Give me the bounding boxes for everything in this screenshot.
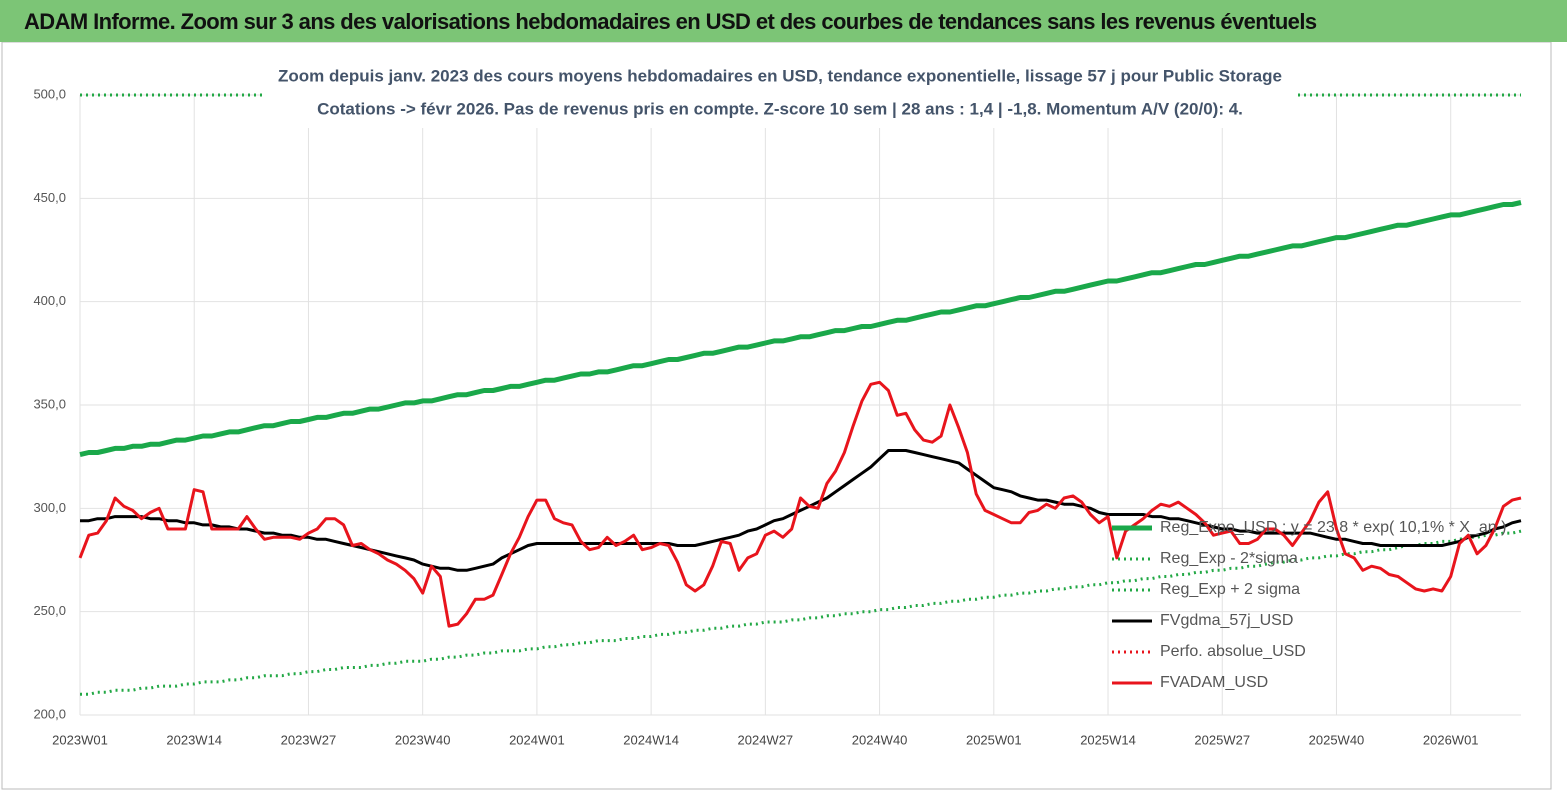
y-tick-label: 350,0 [33, 396, 66, 411]
y-tick-label: 400,0 [33, 293, 66, 308]
x-tick-label: 2024W14 [623, 732, 679, 747]
x-tick-label: 2025W01 [966, 732, 1022, 747]
title-backdrop [262, 60, 1298, 128]
chart: 200,0 250,0 300,0 350,0 400,0 450,0 500,0 2023W… [1, 42, 1552, 790]
chart-title: Zoom depuis janv. 2023 des cours moyens … [278, 66, 1282, 85]
y-tick-label: 500,0 [33, 86, 66, 101]
x-tick-label: 2025W14 [1080, 732, 1136, 747]
x-tick-label: 2026W01 [1423, 732, 1479, 747]
banner: ADAM Informe. Zoom sur 3 ans des valoris… [0, 0, 1567, 42]
chart-frame [1, 42, 1552, 790]
x-tick-label: 2023W27 [281, 732, 337, 747]
x-tick-label: 2024W01 [509, 732, 565, 747]
legend-label: Perfo. absolue_USD [1160, 643, 1306, 660]
x-tick-label: 2023W01 [52, 732, 108, 747]
series-line [78, 380, 1522, 628]
y-tick-label: 200,0 [33, 706, 66, 721]
y-tick-label: 450,0 [33, 190, 66, 205]
legend-label: FVADAM_USD [1160, 674, 1268, 691]
x-tick-label: 2023W40 [395, 732, 451, 747]
y-tick-label: 250,0 [33, 603, 66, 618]
chart-subtitle: Cotations -> févr 2026. Pas de revenus p… [317, 99, 1243, 118]
x-tick-label: 2025W27 [1194, 732, 1250, 747]
x-tick-label: 2024W40 [852, 732, 908, 747]
legend-label: Reg_Expo_USD : y = 23,8 * exp( 10,1% * X… [1160, 519, 1506, 536]
series-line [79, 200, 1522, 458]
legend-label: Reg_Exp - 2*sigma [1160, 550, 1298, 567]
page-title: ADAM Informe. Zoom sur 3 ans des valoris… [24, 9, 1317, 34]
y-tick-label: 300,0 [33, 500, 66, 515]
x-tick-label: 2023W14 [166, 732, 222, 747]
x-tick-label: 2024W27 [738, 732, 794, 747]
legend-label: Reg_Exp + 2 sigma [1160, 581, 1300, 598]
legend-label: FVgdma_57j_USD [1160, 612, 1293, 629]
x-tick-label: 2025W40 [1309, 732, 1365, 747]
